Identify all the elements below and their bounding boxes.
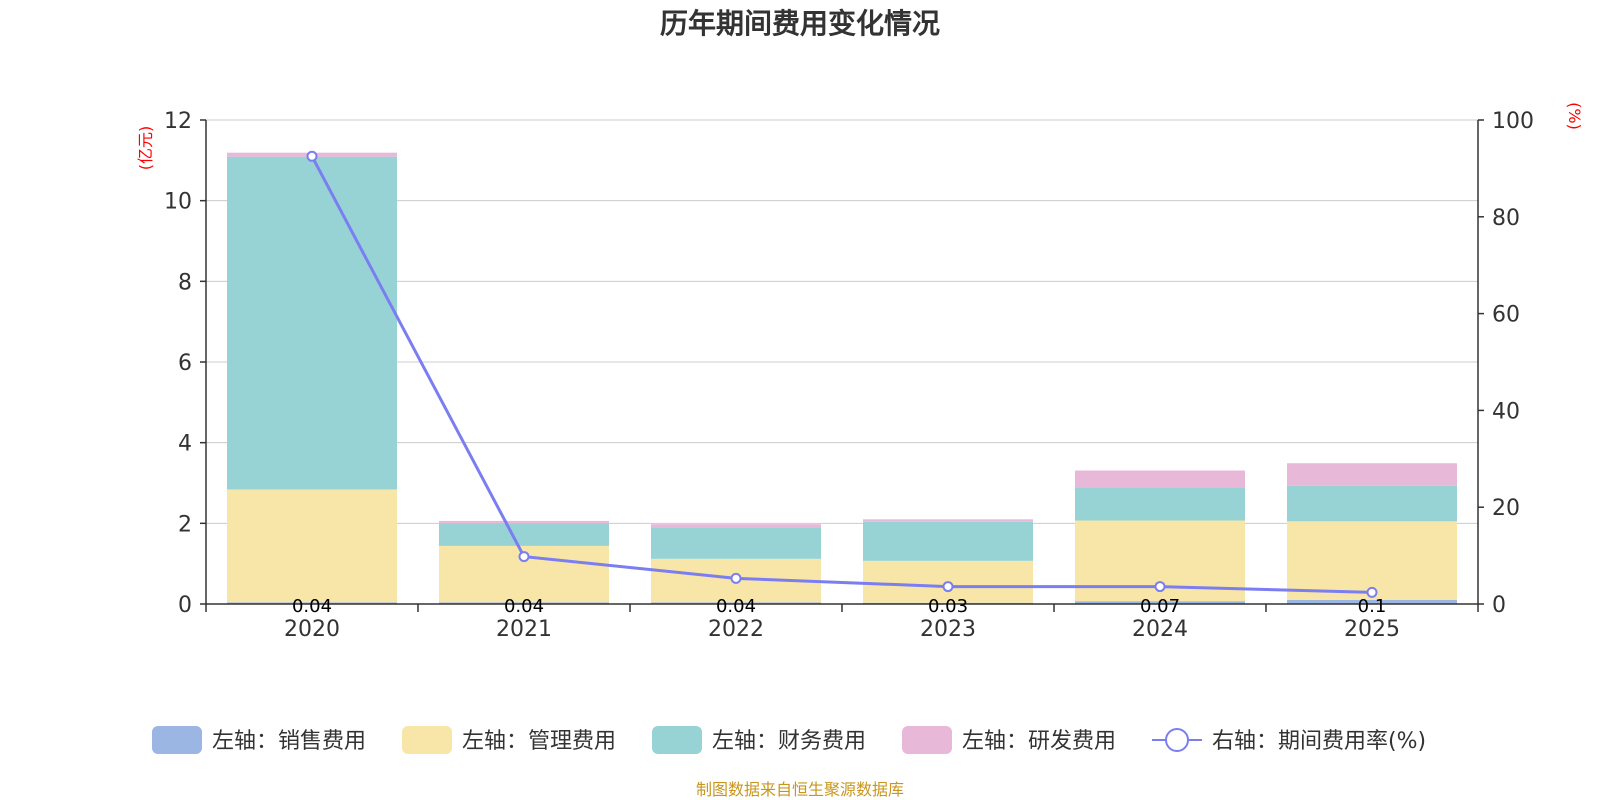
bar-2-2020 [227, 489, 397, 603]
bar-3-2020 [227, 156, 397, 490]
legend-label-1: 左轴：销售费用 [212, 729, 366, 754]
bar-1-2025 [1287, 599, 1457, 604]
data-labels: 0.04 0.04 0.04 0.03 0.07 0.1 [292, 596, 1386, 617]
rate-line-group [306, 150, 1378, 598]
right-axis-unit: (%) [1565, 102, 1584, 130]
x-axis-tick-label: 2022 [708, 617, 764, 642]
x-axis-tick-label: 2025 [1344, 617, 1400, 642]
right-axis-tick-label: 20 [1492, 496, 1520, 521]
bar-4-2021 [439, 520, 609, 524]
legend-label-4: 左轴：研发费用 [962, 729, 1116, 754]
right-axis-tick-label: 60 [1492, 303, 1520, 328]
x-axis-tick-label: 2023 [920, 617, 976, 642]
right-axis-tick-label: 40 [1492, 399, 1520, 424]
bar-3-2024 [1075, 487, 1245, 521]
bar-3-2023 [863, 521, 1033, 561]
left-axis-tick-label: 4 [178, 432, 192, 457]
left-axis-tick-label: 0 [178, 593, 192, 618]
legend-swatch-3 [652, 726, 702, 754]
rate-point-2023 [942, 581, 954, 593]
bar-1-2024 [1075, 601, 1245, 604]
data-label: 0.07 [1140, 596, 1180, 617]
rate-point-2024 [1154, 581, 1166, 593]
bar-1-2022 [651, 602, 821, 604]
right-axis-tick-label: 80 [1492, 206, 1520, 231]
chart-title: 历年期间费用变化情况 [660, 7, 940, 40]
left-axis-tick-label: 10 [164, 190, 192, 215]
left-axis-tick-label: 8 [178, 270, 192, 295]
x-axis-tick-label: 2024 [1132, 617, 1188, 642]
bar-1-2020 [227, 602, 397, 604]
bar-3-2022 [651, 527, 821, 559]
axes: 0 2 4 6 8 10 12 0 20 40 60 80 100 2020 2021 2022 2023 202… [164, 109, 1534, 642]
bar-4-2023 [863, 519, 1033, 522]
legend-label-3: 左轴：财务费用 [712, 729, 866, 754]
data-label: 0.1 [1358, 596, 1387, 617]
x-axis-tick-label: 2020 [284, 617, 340, 642]
left-axis-tick-label: 2 [178, 512, 192, 537]
grid-lines [206, 119, 1478, 524]
data-label: 0.04 [292, 596, 332, 617]
legend-swatch-2 [402, 726, 452, 754]
bar-4-2025 [1287, 463, 1457, 486]
bar-3-2021 [439, 523, 609, 546]
legend-marker-icon [1165, 728, 1189, 752]
source-note: 制图数据来自恒生聚源数据库 [696, 780, 904, 799]
left-axis-tick-label: 6 [178, 351, 192, 376]
legend-swatch-4 [902, 726, 952, 754]
legend-swatch-1 [152, 726, 202, 754]
data-label: 0.04 [716, 596, 756, 617]
bar-2-2025 [1287, 521, 1457, 600]
rate-point-2022 [730, 572, 742, 584]
rate-point-2021 [518, 551, 530, 563]
rate-line [310, 155, 1373, 594]
legend-label-2: 左轴：管理费用 [462, 729, 616, 754]
bar-1-2021 [439, 602, 609, 604]
bar-4-2022 [651, 524, 821, 528]
bar-series-group [227, 152, 1457, 604]
data-label: 0.04 [504, 596, 544, 617]
rate-point-2025 [1366, 586, 1378, 598]
rate-point-2020 [306, 150, 318, 162]
left-axis-unit: (亿元) [136, 126, 155, 171]
legend-label-5: 右轴：期间费用率(%) [1212, 729, 1426, 754]
right-axis-tick-label: 100 [1492, 109, 1534, 134]
legend: 左轴：销售费用 左轴：管理费用 左轴：财务费用 左轴：研发费用 右轴：期间费用率(%) [152, 726, 1426, 754]
x-axis-tick-label: 2021 [496, 617, 552, 642]
bar-4-2024 [1075, 470, 1245, 488]
left-axis-tick-label: 12 [164, 109, 192, 134]
data-label: 0.03 [928, 596, 968, 617]
right-axis-tick-label: 0 [1492, 593, 1506, 618]
bar-3-2025 [1287, 485, 1457, 522]
